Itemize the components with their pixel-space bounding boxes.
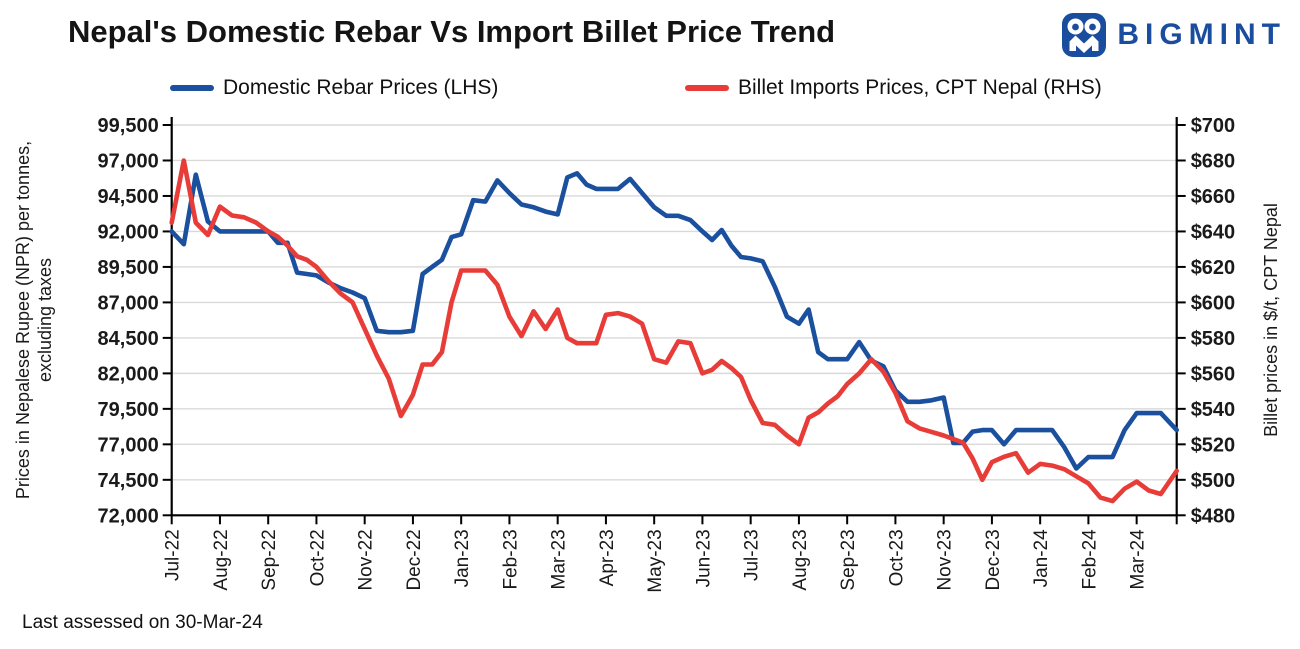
- svg-text:Oct-23: Oct-23: [886, 529, 907, 586]
- svg-text:$540: $540: [1191, 399, 1236, 421]
- svg-text:Sep-23: Sep-23: [838, 529, 859, 590]
- svg-text:72,000: 72,000: [98, 505, 159, 527]
- svg-text:94,500: 94,500: [98, 186, 159, 208]
- svg-text:97,000: 97,000: [98, 150, 159, 172]
- last-assessed-note: Last assessed on 30-Mar-24: [22, 612, 263, 633]
- svg-text:Dec-22: Dec-22: [404, 529, 425, 590]
- billet-legend-swatch: [685, 85, 729, 91]
- svg-text:Jan-24: Jan-24: [1031, 529, 1052, 588]
- svg-text:Oct-22: Oct-22: [307, 529, 328, 586]
- svg-text:$480: $480: [1191, 505, 1236, 527]
- svg-text:Billet prices in $/t, CPT Nepa: Billet prices in $/t, CPT Nepal: [1261, 203, 1281, 437]
- svg-text:Aug-22: Aug-22: [211, 529, 232, 590]
- svg-text:Jan-23: Jan-23: [452, 529, 473, 587]
- svg-text:$700: $700: [1191, 115, 1236, 137]
- svg-text:$620: $620: [1191, 257, 1236, 279]
- svg-text:$560: $560: [1191, 363, 1236, 385]
- svg-text:82,000: 82,000: [98, 363, 159, 385]
- svg-text:Sep-22: Sep-22: [259, 529, 280, 590]
- page-title: Nepal's Domestic Rebar Vs Import Billet …: [68, 14, 836, 49]
- svg-text:Jun-23: Jun-23: [693, 529, 714, 587]
- svg-text:$660: $660: [1191, 186, 1236, 208]
- svg-text:87,000: 87,000: [98, 292, 159, 314]
- svg-text:$600: $600: [1191, 292, 1236, 314]
- svg-text:Jul-22: Jul-22: [163, 529, 184, 581]
- svg-text:92,000: 92,000: [98, 221, 159, 243]
- svg-text:$680: $680: [1191, 150, 1236, 172]
- svg-text:89,500: 89,500: [98, 257, 159, 279]
- svg-text:Mar-23: Mar-23: [549, 529, 570, 589]
- legend-item-billet: Billet Imports Prices, CPT Nepal (RHS): [685, 76, 1102, 100]
- billet-legend-label: Billet Imports Prices, CPT Nepal (RHS): [738, 76, 1102, 99]
- svg-text:74,500: 74,500: [98, 470, 159, 492]
- svg-text:Feb-23: Feb-23: [500, 529, 521, 589]
- rebar-legend-label: Domestic Rebar Prices (LHS): [223, 76, 499, 99]
- svg-text:Apr-23: Apr-23: [597, 529, 618, 586]
- svg-text:$500: $500: [1191, 470, 1236, 492]
- bigmint-logo-icon: [1062, 13, 1107, 57]
- svg-text:99,500: 99,500: [98, 115, 159, 137]
- svg-text:79,500: 79,500: [98, 399, 159, 421]
- svg-text:$640: $640: [1191, 221, 1236, 243]
- svg-text:Nov-22: Nov-22: [356, 529, 377, 590]
- svg-text:May-23: May-23: [645, 529, 666, 592]
- svg-text:Mar-24: Mar-24: [1128, 529, 1149, 590]
- svg-text:$580: $580: [1191, 328, 1236, 350]
- svg-text:Dec-23: Dec-23: [983, 529, 1004, 590]
- svg-text:84,500: 84,500: [98, 328, 159, 350]
- svg-text:Prices in Nepalese Rupee (NPR): Prices in Nepalese Rupee (NPR) per tonne…: [13, 141, 55, 499]
- svg-text:Feb-24: Feb-24: [1079, 529, 1100, 590]
- svg-text:$520: $520: [1191, 434, 1236, 456]
- svg-text:Aug-23: Aug-23: [790, 529, 811, 590]
- svg-text:Nov-23: Nov-23: [935, 529, 956, 590]
- svg-text:Jul-23: Jul-23: [742, 529, 763, 581]
- legend-item-rebar: Domestic Rebar Prices (LHS): [170, 76, 498, 100]
- rebar-legend-swatch: [170, 85, 214, 91]
- svg-text:77,000: 77,000: [98, 434, 159, 456]
- bigmint-logo: BIGMINT: [1061, 12, 1286, 58]
- bigmint-logo-text: BIGMINT: [1117, 18, 1286, 51]
